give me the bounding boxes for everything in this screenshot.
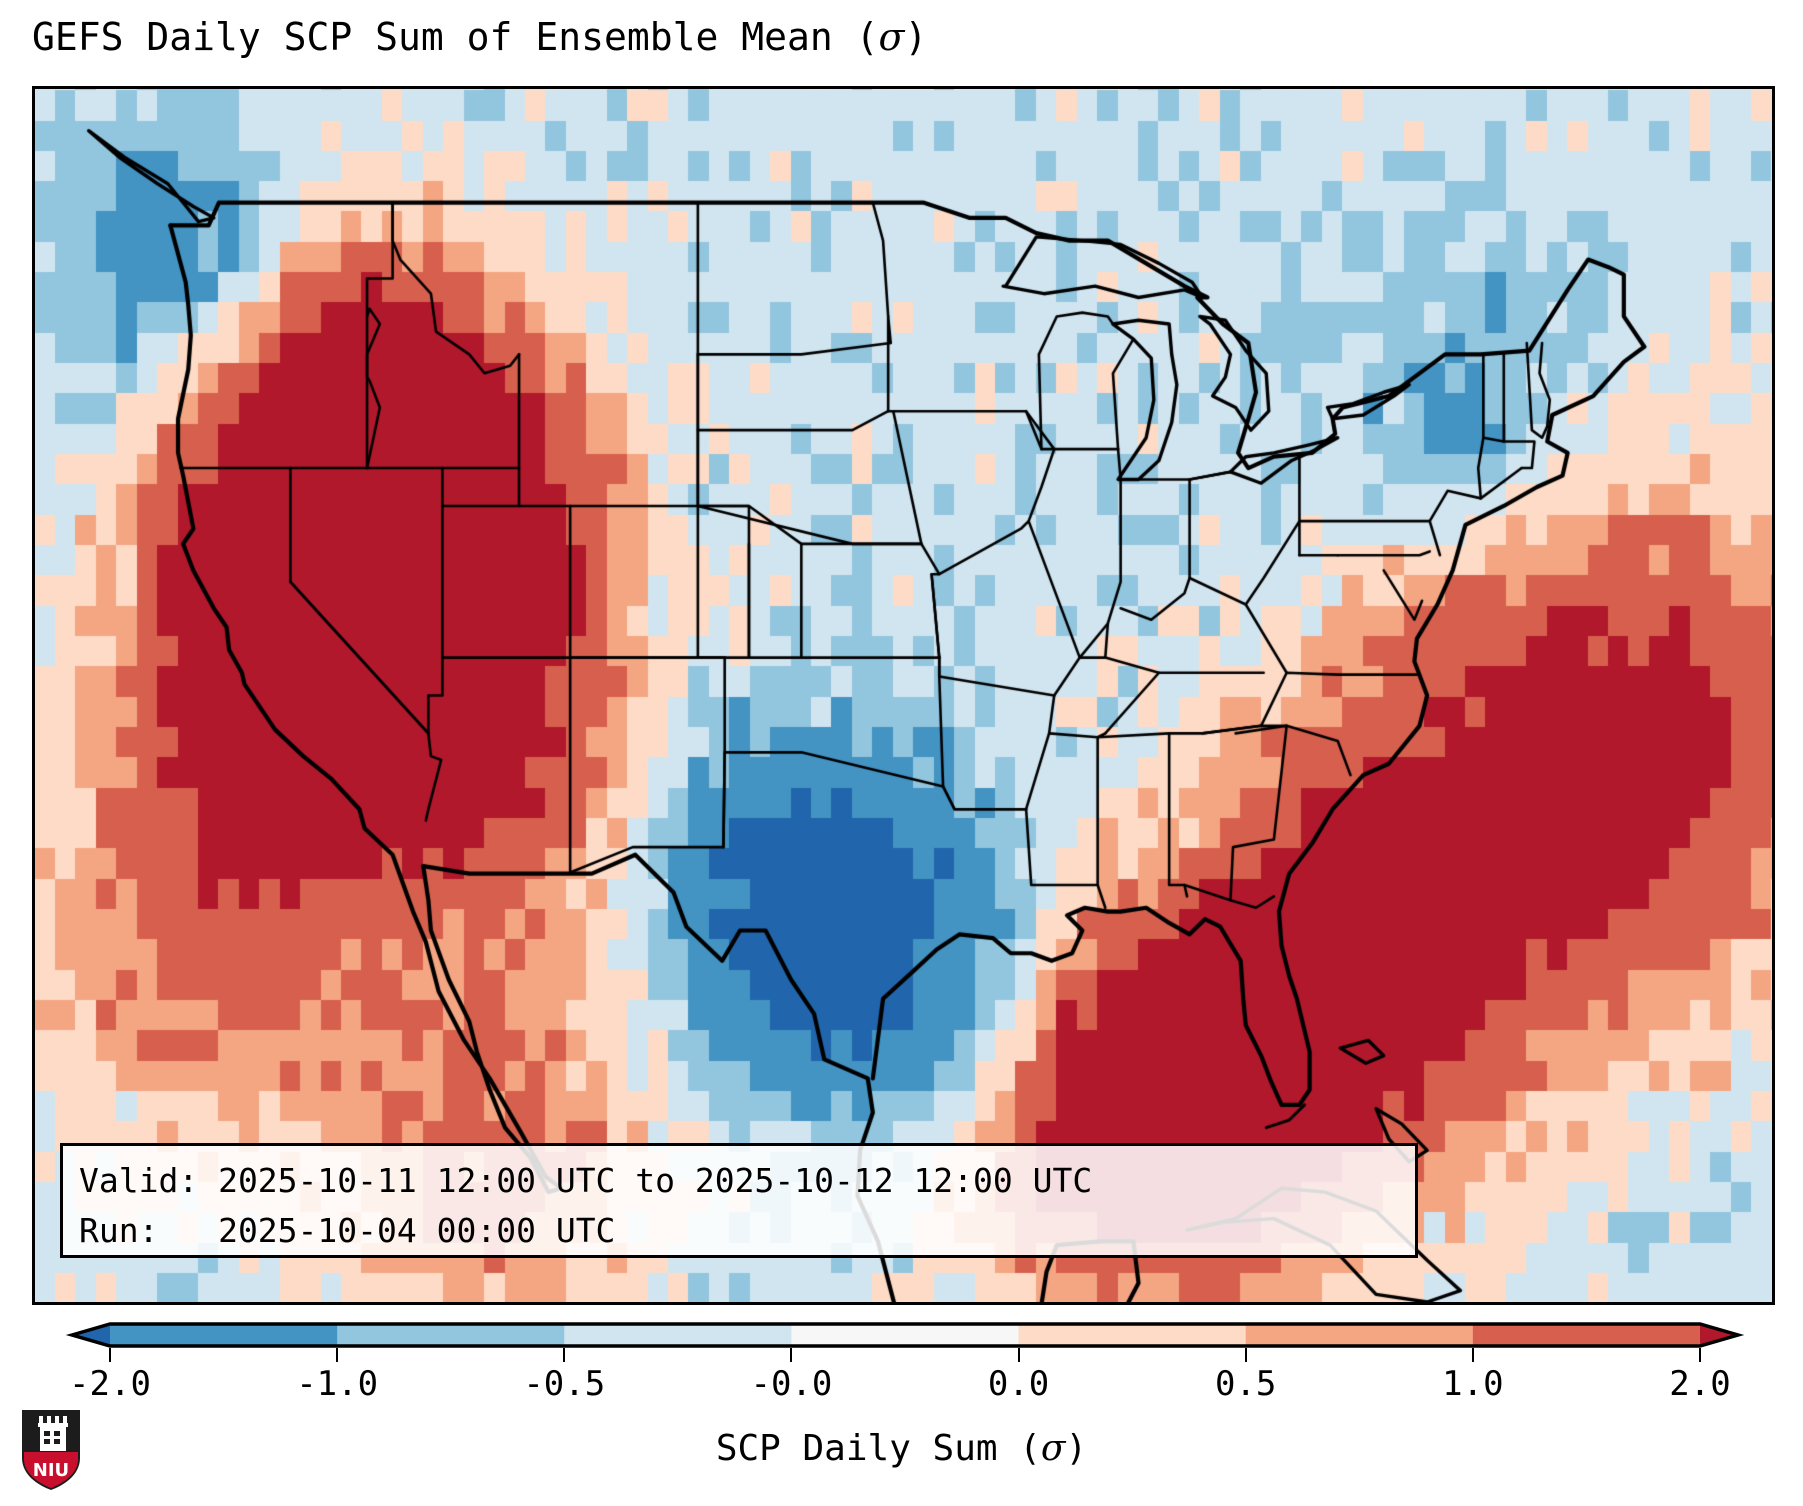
colorbar-ticks: -2.0 -1.0 -0.5 -0.0 0.0 0.5 1.0 2.0 xyxy=(0,1348,1803,1404)
colorbar-tick-mark xyxy=(1471,1348,1474,1362)
colorbar-tick-mark xyxy=(563,1348,566,1362)
colorbar-tick-mark xyxy=(1017,1348,1020,1362)
run-time-line: Run: 2025-10-04 00:00 UTC xyxy=(79,1211,616,1250)
niu-logo: NIU xyxy=(22,1410,80,1490)
colorbar-label-text: SCP Daily Sum ( xyxy=(715,1428,1041,1469)
colorbar-sigma-symbol: σ xyxy=(1040,1428,1066,1469)
valid-time-line: Valid: 2025-10-11 12:00 UTC to 2025-10-1… xyxy=(79,1161,1093,1200)
colorbar-tick-label: 1.0 xyxy=(1442,1364,1504,1404)
niu-logo-text: NIU xyxy=(33,1460,69,1481)
sigma-symbol: σ xyxy=(878,15,905,59)
forecast-info-box: Valid: 2025-10-11 12:00 UTC to 2025-10-1… xyxy=(60,1143,1418,1258)
title-tail: ) xyxy=(904,15,928,59)
colorbar-tick-mark xyxy=(790,1348,793,1362)
colorbar-tick-label: -0.5 xyxy=(523,1364,606,1404)
colorbar-tick-mark xyxy=(1244,1348,1247,1362)
colorbar-axis-label: SCP Daily Sum (σ) xyxy=(0,1428,1803,1469)
colorbar-tick-label: -0.0 xyxy=(750,1364,833,1404)
colorbar-tick-label: -1.0 xyxy=(296,1364,379,1404)
colorbar-gradient xyxy=(65,1322,1745,1348)
colorbar-tick-mark xyxy=(1699,1348,1701,1362)
colorbar-tick-label: -2.0 xyxy=(69,1364,151,1404)
colorbar-label-tail: ) xyxy=(1065,1428,1088,1469)
colorbar-tick-label: 0.5 xyxy=(1214,1364,1277,1404)
colorbar-tick-mark xyxy=(336,1348,339,1362)
colorbar xyxy=(0,1318,1803,1358)
page-title: GEFS Daily SCP Sum of Ensemble Mean (σ) xyxy=(32,18,927,56)
colorbar-tick-label: 2.0 xyxy=(1669,1364,1731,1404)
scp-anomaly-heatmap xyxy=(35,89,1772,1302)
colorbar-tick-mark xyxy=(109,1348,111,1362)
colorbar-tick-label: 0.0 xyxy=(987,1364,1050,1404)
title-text: GEFS Daily SCP Sum of Ensemble Mean ( xyxy=(32,15,879,59)
map-panel xyxy=(32,86,1775,1305)
